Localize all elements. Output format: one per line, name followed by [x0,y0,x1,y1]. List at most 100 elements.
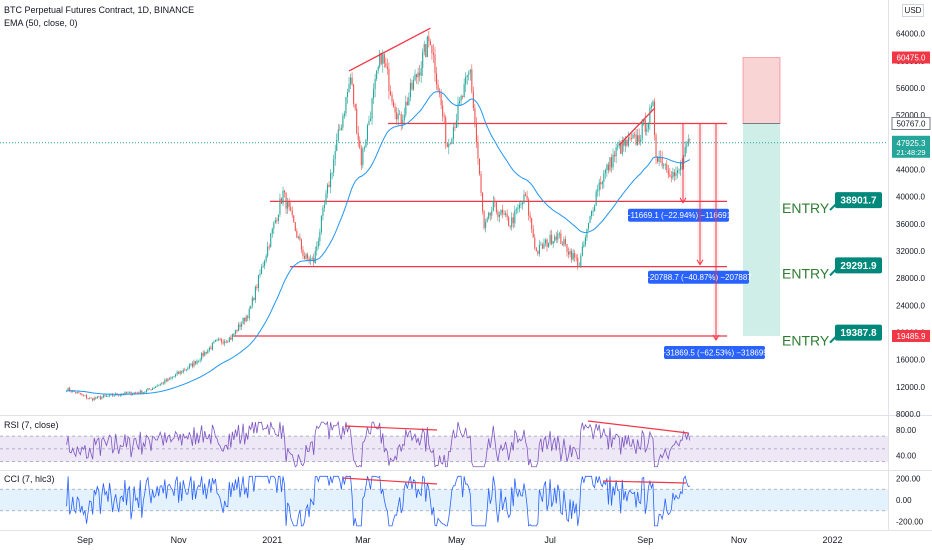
candle-body [452,127,454,140]
candle-body [598,182,600,191]
candle-body [76,392,78,394]
chart-title: BTC Perpetual Futures Contract, 1D, BINA… [4,5,195,15]
candle-body [336,140,338,151]
candle-body [624,139,626,146]
candle-body [208,347,210,351]
candle-body [322,207,324,216]
candle-body [145,390,147,393]
candle-body [219,339,221,340]
cci-tick-label: -200.00 [896,518,924,527]
candle-body [170,377,172,379]
candle-body [350,77,352,84]
candle-body [109,394,111,396]
candle-body [544,239,547,244]
candle-body [89,397,91,399]
candle-body [389,91,392,95]
candle-body [451,139,453,144]
candle-body [615,147,617,157]
candle-body [294,222,296,232]
candle-body [383,54,385,64]
candle-body [405,101,407,115]
candle-body [239,324,241,327]
candle-body [638,135,640,142]
candle-body [520,204,522,206]
candle-body [463,84,465,98]
candle-body [337,129,339,141]
candle-body [581,246,583,256]
candle-body [621,139,623,154]
price-tick-label: 12000.0 [896,383,925,392]
candle-body [524,194,527,196]
candle-body [431,45,433,53]
candle-body [683,156,685,164]
candle-body [259,273,261,276]
candle-body [211,342,213,350]
candle-body [640,139,642,142]
candle-body [271,228,273,234]
candle-body [222,342,224,344]
candle-body [575,257,577,259]
candle-body [345,96,347,114]
candle-body [363,147,365,149]
candle-body [543,243,545,249]
candle-body [606,164,608,171]
cci-tick-label: 200.00 [896,474,921,483]
candle-body [469,69,471,73]
candle-body [460,95,462,101]
candle-body [376,70,378,79]
candle-body [566,243,568,252]
candle-body [162,382,164,384]
candle-body [201,352,203,360]
candle-body [98,396,100,398]
candle-body [577,257,579,267]
candle-body [141,390,143,394]
candle-body [483,211,485,228]
candle-body [340,127,342,130]
candle-body [196,360,198,364]
candle-body [458,100,461,104]
candle-body [414,74,416,81]
candle-body [148,388,151,390]
candle-body [465,77,467,85]
candle-body [637,135,639,145]
candle-body [604,170,606,174]
candle-body [391,94,393,102]
candle-body [531,218,533,230]
entry-label: ENTRY [782,333,830,349]
candle-body [603,173,605,182]
candle-body [168,378,170,380]
candle-body [672,171,674,178]
candle-body [265,255,267,261]
candle-body [422,51,424,68]
trendline [618,107,655,146]
candle-body [564,239,567,244]
time-tick-label: Sep [77,535,93,545]
candle-body [612,154,614,168]
candle-body [276,220,278,222]
candle-body [300,239,302,250]
candle-body [580,255,582,267]
trendline [348,27,431,72]
candle-body [150,389,152,391]
candle-body [538,245,540,254]
time-tick-label: Mar [355,535,371,545]
candle-body [164,379,166,384]
candle-body [432,52,434,55]
candle-body [379,52,381,67]
candle-body [188,364,190,368]
candle-body [563,239,565,246]
candle-body [257,275,260,288]
candle-body [279,198,281,215]
candle-body [409,82,411,98]
candle-body [155,386,157,388]
currency-badge[interactable]: USD [902,4,924,17]
candle-body [181,371,183,373]
candle-body [176,372,178,375]
candle-body [253,297,255,301]
candle-body [541,244,543,249]
candle-body [365,140,367,148]
candle-body [270,233,272,247]
candle-body [377,66,379,71]
